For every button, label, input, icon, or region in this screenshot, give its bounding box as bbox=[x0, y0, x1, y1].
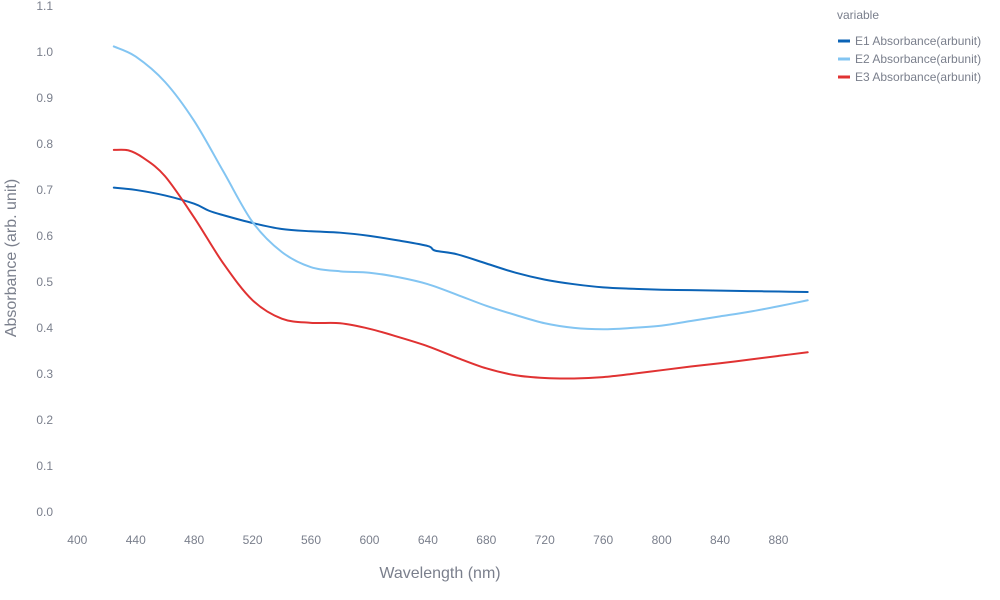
legend-title: variable bbox=[837, 8, 879, 22]
e1-absorbance-line bbox=[112, 186, 809, 294]
x-tick-label: 760 bbox=[593, 533, 613, 547]
y-axis-ticks: 0.0 0.1 0.2 0.3 0.4 0.5 0.6 0.7 0.8 0.9 1.0 1.1 bbox=[36, 0, 53, 519]
y-tick-label: 0.3 bbox=[36, 367, 53, 381]
x-tick-label: 840 bbox=[710, 533, 730, 547]
legend-item[interactable]: E1 Absorbance(arbunit) bbox=[838, 34, 981, 48]
y-tick-label: 0.1 bbox=[36, 459, 53, 473]
x-tick-label: 800 bbox=[652, 533, 672, 547]
y-tick-label: 0.6 bbox=[36, 229, 53, 243]
x-tick-label: 640 bbox=[418, 533, 438, 547]
legend-label: E2 Absorbance(arbunit) bbox=[855, 52, 981, 66]
legend-label: E1 Absorbance(arbunit) bbox=[855, 34, 981, 48]
y-tick-label: 0.2 bbox=[36, 413, 53, 427]
legend-item[interactable]: E3 Absorbance(arbunit) bbox=[838, 70, 981, 84]
e2-absorbance-line bbox=[112, 45, 809, 331]
y-tick-label: 0.8 bbox=[36, 137, 53, 151]
x-axis-ticks: 400 440 480 520 560 600 640 680 720 760 800 840 880 bbox=[67, 533, 789, 547]
x-tick-label: 720 bbox=[535, 533, 555, 547]
legend-item[interactable]: E2 Absorbance(arbunit) bbox=[838, 52, 981, 66]
y-tick-label: 1.0 bbox=[36, 45, 53, 59]
e3-absorbance-line bbox=[112, 148, 809, 380]
x-tick-label: 480 bbox=[184, 533, 204, 547]
y-tick-label: 1.1 bbox=[36, 0, 53, 13]
x-tick-label: 560 bbox=[301, 533, 321, 547]
x-tick-label: 440 bbox=[126, 533, 146, 547]
x-tick-label: 880 bbox=[768, 533, 788, 547]
y-tick-label: 0.7 bbox=[36, 183, 53, 197]
y-tick-label: 0.9 bbox=[36, 91, 53, 105]
x-tick-label: 600 bbox=[359, 533, 379, 547]
plot-lines bbox=[112, 45, 809, 380]
y-tick-label: 0.0 bbox=[36, 505, 53, 519]
y-tick-label: 0.4 bbox=[36, 321, 53, 335]
x-tick-label: 400 bbox=[67, 533, 87, 547]
legend-label: E3 Absorbance(arbunit) bbox=[855, 70, 981, 84]
legend: variable E1 Absorbance(arbunit) E2 Absorb… bbox=[837, 8, 981, 84]
x-tick-label: 520 bbox=[243, 533, 263, 547]
x-tick-label: 680 bbox=[476, 533, 496, 547]
y-axis-title: Absorbance (arb. unit) bbox=[3, 179, 20, 337]
x-axis-title: Wavelength (nm) bbox=[379, 565, 500, 582]
y-tick-label: 0.5 bbox=[36, 275, 53, 289]
